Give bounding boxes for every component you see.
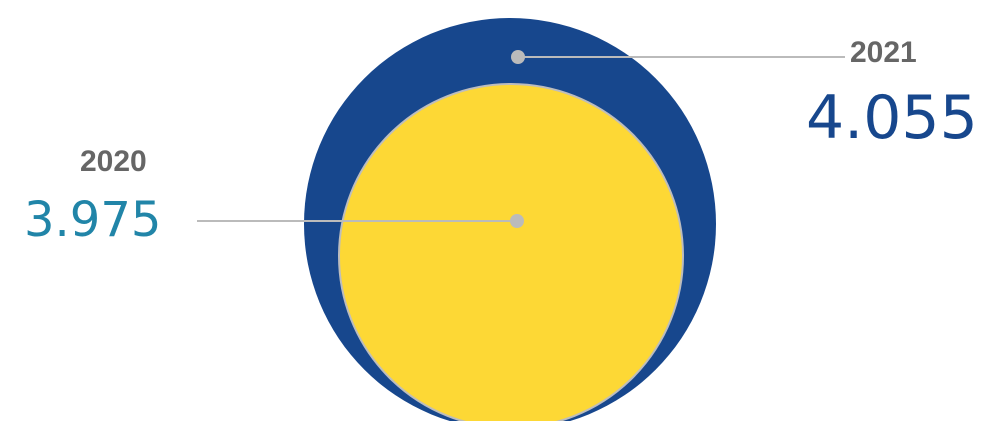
value-label-2021: 4.055 (806, 83, 978, 153)
anchor-dot-2021 (511, 50, 525, 64)
year-label-2021: 2021 (850, 36, 917, 69)
year-label-2020: 2020 (80, 145, 147, 178)
value-label-2020: 3.975 (24, 192, 162, 248)
anchor-dot-2020 (510, 214, 524, 228)
bubble-2020 (338, 83, 684, 421)
